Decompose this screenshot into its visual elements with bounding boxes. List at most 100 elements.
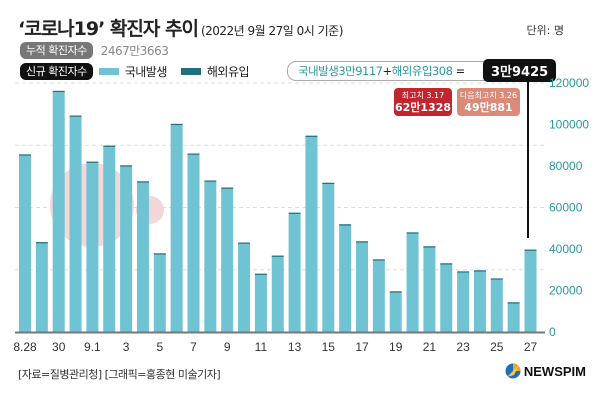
bar-domestic — [120, 166, 133, 332]
x-tick-label: 9 — [224, 340, 231, 354]
bar-overseas — [372, 259, 385, 261]
cumulative-value: 2467만3663 — [100, 44, 169, 58]
formula-box: 국내발생3만9117+해외유입308 = — [287, 61, 499, 81]
x-tick-label: 8.28 — [13, 340, 37, 354]
x-tick-label: 3 — [123, 340, 130, 354]
x-tick-label: 13 — [288, 340, 302, 354]
bar-overseas — [19, 154, 31, 156]
legend-swatch-domestic — [98, 68, 119, 75]
y-tick-label: 100000 — [549, 118, 589, 132]
newspim-logo: NEWSPIM — [505, 363, 586, 379]
newspim-logo-icon — [505, 363, 521, 379]
bar-overseas — [457, 271, 470, 273]
next-peak-value: 49만881 — [464, 101, 513, 114]
bar-domestic — [254, 274, 267, 332]
bar-domestic — [339, 225, 352, 332]
bar-domestic — [52, 92, 65, 332]
x-tick-label: 9.1 — [84, 340, 101, 354]
bar-domestic — [440, 264, 453, 332]
bar-domestic — [288, 213, 301, 332]
bar-overseas — [35, 242, 48, 244]
bar-domestic — [69, 116, 82, 332]
cumulative-row: 누적 확진자수 2467만3663 — [20, 42, 169, 59]
x-tick-label: 15 — [322, 340, 336, 354]
y-tick-label: 120000 — [549, 76, 589, 90]
y-tick-label: 40000 — [549, 242, 583, 256]
title-subtitle: (2022년 9월 27일 0시 기준) — [200, 24, 343, 38]
x-tick-label: 11 — [255, 340, 268, 354]
bar-domestic — [322, 184, 335, 332]
bar-overseas — [473, 270, 486, 272]
formula-plus: + — [382, 64, 392, 78]
x-tick-label: 21 — [423, 340, 437, 354]
formula-equals: = — [455, 64, 466, 78]
bar-overseas — [389, 291, 402, 293]
x-tick-label: 19 — [389, 340, 403, 354]
legend-swatch-overseas — [180, 68, 201, 75]
bar-domestic — [457, 272, 470, 332]
bar-domestic — [35, 243, 48, 332]
x-tick-label: 27 — [524, 340, 538, 354]
bar-overseas — [507, 302, 520, 304]
bar-domestic — [507, 303, 520, 332]
x-tick-label: 30 — [52, 340, 66, 354]
bar-overseas — [153, 253, 166, 255]
bar-domestic — [204, 181, 217, 332]
bar-domestic — [389, 292, 402, 332]
total-badge: 3만9425 — [483, 59, 557, 82]
bar-overseas — [69, 115, 82, 117]
source-credit: [자료=질병관리청] [그래픽=홍종현 미술기자] — [18, 368, 221, 381]
bar-domestic — [221, 188, 234, 332]
bar-domestic — [19, 155, 31, 332]
bar-overseas — [238, 242, 251, 244]
peak-badge: 최고치 3.17 62만1328 — [394, 88, 452, 116]
new-cases-label: 신규 확진자수 — [20, 63, 93, 80]
chart-title: ‘코로나19’ 확진자 추이 (2022년 9월 27일 0시 기준) — [18, 14, 343, 41]
bar-domestic — [423, 247, 436, 332]
bar-overseas — [120, 165, 133, 167]
bar-domestic — [153, 254, 166, 332]
next-peak-title: 다음최고치 3.26 — [459, 91, 518, 100]
bar-overseas — [103, 145, 116, 147]
peak-title: 최고치 3.17 — [401, 91, 445, 100]
bar-domestic — [136, 182, 149, 332]
bar-overseas — [305, 135, 318, 137]
bar-overseas — [136, 181, 149, 183]
bar-domestic — [490, 279, 503, 332]
logo-text: NEWSPIM — [523, 363, 586, 379]
bar-domestic — [187, 154, 200, 332]
cumulative-label: 누적 확진자수 — [20, 42, 93, 59]
bar-overseas — [288, 212, 301, 214]
bar-overseas — [423, 246, 436, 248]
bar-overseas — [221, 187, 234, 189]
x-tick-label: 7 — [190, 340, 197, 354]
legend-label-domestic: 국내발생 — [124, 65, 168, 79]
legend: 신규 확진자수 국내발생 해외유입 — [20, 63, 257, 80]
bar-overseas — [322, 182, 335, 185]
bar-overseas — [356, 241, 368, 243]
bar-overseas — [524, 249, 537, 251]
bar-overseas — [490, 278, 503, 280]
peak-value: 62만1328 — [394, 101, 452, 114]
formula-domestic: 국내발생3만9117 — [298, 64, 383, 78]
bar-domestic — [356, 242, 368, 332]
y-tick-label: 20000 — [549, 284, 583, 298]
bar-overseas — [339, 224, 352, 226]
y-tick-label: 80000 — [549, 159, 583, 173]
next-peak-badge: 다음최고치 3.26 49만881 — [457, 88, 520, 116]
bar-domestic — [238, 243, 251, 332]
bar-overseas — [187, 153, 200, 155]
formula-overseas: 해외유입308 — [391, 64, 453, 78]
y-tick-label: 0 — [549, 325, 556, 339]
y-tick-label: 60000 — [549, 201, 583, 215]
bar-overseas — [86, 161, 99, 163]
bar-overseas — [204, 180, 217, 182]
bar-domestic — [524, 250, 537, 332]
legend-label-overseas: 해외유입 — [206, 65, 250, 79]
bar-domestic — [86, 162, 99, 332]
bar-domestic — [271, 256, 284, 332]
bar-domestic — [473, 271, 486, 332]
bar-overseas — [170, 123, 183, 126]
x-tick-label: 23 — [456, 340, 470, 354]
